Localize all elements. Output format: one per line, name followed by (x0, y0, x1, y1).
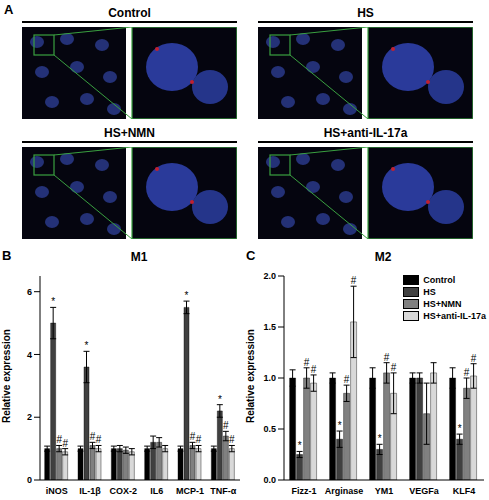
svg-text:*: * (218, 394, 222, 405)
svg-text:KLF4: KLF4 (453, 486, 476, 496)
svg-text:#: # (223, 420, 229, 431)
svg-text:VEGFa: VEGFa (409, 486, 440, 496)
html-text:M1: M1 (130, 250, 148, 264)
svg-text:Arginase: Arginase (325, 486, 364, 496)
html-text:Control: Control (108, 6, 151, 20)
svg-text:#: # (384, 352, 390, 363)
svg-text:0.5: 0.5 (263, 424, 276, 434)
svg-text:1.0: 1.0 (263, 373, 276, 383)
html-text:HS+anti-IL-17a: HS+anti-IL-17a (423, 311, 486, 321)
svg-text:MCP-1: MCP-1 (176, 486, 204, 496)
svg-text:Relative expression: Relative expression (8, 329, 12, 423)
svg-text:*: * (338, 420, 342, 431)
html-text:M2: M2 (374, 250, 392, 264)
svg-text:2.0: 2.0 (263, 271, 276, 281)
svg-text:#: # (391, 362, 397, 373)
html-text:HS+NMN: HS+NMN (423, 299, 462, 309)
svg-text:IL-1β: IL-1β (79, 486, 101, 496)
svg-text:Fizz-1: Fizz-1 (291, 486, 316, 496)
svg-text:#: # (229, 434, 235, 445)
svg-text:YM1: YM1 (375, 486, 394, 496)
svg-text:COX-2: COX-2 (110, 486, 138, 496)
svg-text:#: # (196, 434, 202, 445)
svg-text:*: * (85, 340, 89, 351)
svg-text:#: # (311, 364, 317, 375)
svg-text:*: * (298, 440, 302, 451)
html-text:C: C (246, 248, 256, 263)
svg-text:4: 4 (27, 350, 32, 360)
svg-text:#: # (351, 275, 357, 286)
html-text:Control: Control (423, 275, 456, 285)
svg-text:#: # (471, 353, 477, 364)
svg-text:#: # (304, 357, 310, 368)
html-text:B: B (2, 248, 12, 263)
html-text:A: A (4, 2, 14, 17)
html-text:HS+anti-IL-17a: HS+anti-IL-17a (323, 126, 408, 140)
svg-text:#: # (464, 367, 470, 378)
html-text:HS+NMN: HS+NMN (104, 126, 155, 140)
svg-text:2: 2 (27, 412, 32, 422)
svg-text:0: 0 (27, 475, 32, 485)
html-text:HS: HS (357, 6, 374, 20)
svg-text:#: # (62, 438, 68, 449)
svg-text:TNF-α: TNF-α (210, 486, 236, 496)
svg-text:0.0: 0.0 (263, 475, 276, 485)
svg-text:*: * (185, 290, 189, 301)
svg-text:iNOS: iNOS (46, 486, 68, 496)
svg-text:#: # (344, 374, 350, 385)
svg-text:Relative expression: Relative expression (245, 329, 256, 423)
svg-text:*: * (51, 296, 55, 307)
svg-text:*: * (458, 423, 462, 434)
svg-text:1.5: 1.5 (263, 322, 276, 332)
svg-text:*: * (378, 433, 382, 444)
html-text:HS: HS (423, 287, 436, 297)
svg-text:6: 6 (27, 287, 32, 297)
svg-text:#: # (96, 434, 102, 445)
svg-text:IL6: IL6 (150, 486, 163, 496)
